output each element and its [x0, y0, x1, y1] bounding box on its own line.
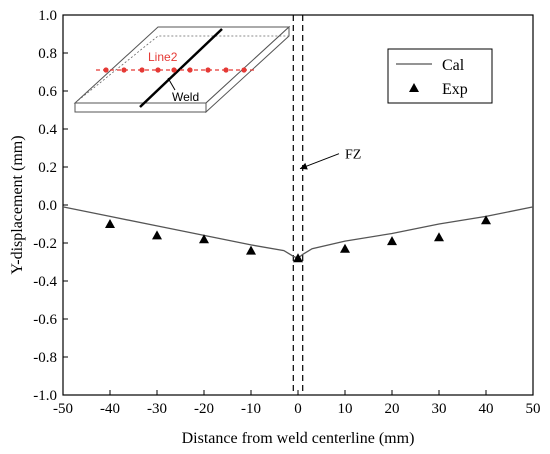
inset-line2-point — [187, 67, 193, 73]
x-tick-label: -10 — [241, 401, 261, 417]
inset-weld-label: Weld — [172, 90, 199, 104]
inset-line2-point — [121, 67, 127, 73]
legend-box — [387, 48, 493, 104]
y-tick-label: 0.6 — [38, 84, 57, 100]
annotation-fz-arrowhead — [300, 162, 308, 170]
x-tick-label: 10 — [338, 401, 353, 417]
annotation-fz-label: FZ — [345, 148, 361, 163]
series-cal — [62, 206, 534, 259]
legend-cal-label: Cal — [442, 57, 465, 74]
exp-point — [481, 215, 491, 225]
inset-line2-point — [241, 67, 247, 73]
y-tick-label: -0.2 — [33, 236, 57, 252]
x-axis-ticks: -50 -40 -30 -20 -10 0 10 20 30 40 50 — [53, 390, 541, 417]
x-tick-label: -20 — [194, 401, 214, 417]
inset-line2-point — [103, 67, 109, 73]
y-axis-ticks: -1.0 -0.8 -0.6 -0.4 -0.2 0.0 0.2 0.4 0.6 0.8 1.0 — [33, 8, 68, 404]
x-axis-title: Distance from weld centerline (mm) — [182, 430, 415, 447]
legend-exp-label: Exp — [442, 81, 468, 98]
inset-schematic: Line2 Weld — [73, 25, 291, 114]
x-tick-label: -30 — [147, 401, 167, 417]
legend: Cal Exp — [387, 48, 493, 104]
inset-line2-point — [223, 67, 229, 73]
fusion-zone-lines — [292, 15, 304, 395]
inset-weld-line — [139, 28, 223, 108]
x-tick-label: 30 — [432, 401, 447, 417]
exp-point — [387, 236, 397, 246]
y-tick-label: 1.0 — [38, 8, 57, 24]
inset-line2-label: Line2 — [148, 50, 178, 64]
series-exp — [105, 215, 491, 263]
inset-line2-point — [171, 67, 177, 73]
y-tick-label: 0.0 — [38, 198, 57, 214]
y-tick-label: 0.8 — [38, 46, 57, 62]
inset-weld-leader — [167, 77, 176, 91]
exp-point — [293, 253, 303, 263]
x-tick-label: 20 — [385, 401, 400, 417]
y-tick-label: -0.4 — [33, 274, 57, 290]
exp-point — [152, 230, 162, 240]
y-axis-title: Y-displacement (mm) — [9, 135, 26, 274]
exp-point — [246, 245, 256, 255]
y-tick-label: -0.8 — [33, 350, 57, 366]
exp-point — [199, 234, 209, 244]
exp-point — [105, 219, 115, 228]
y-tick-label: -0.6 — [33, 312, 57, 328]
exp-point — [340, 243, 350, 253]
y-tick-label: 0.2 — [38, 160, 57, 176]
annotations: FZ — [299, 148, 361, 170]
legend-exp-marker — [409, 83, 419, 92]
x-tick-label: 50 — [526, 401, 541, 417]
inset-line2-point — [155, 67, 161, 73]
inset-line2-point — [205, 67, 211, 73]
y-tick-label: -1.0 — [33, 388, 57, 404]
inset-line2-points — [103, 67, 247, 73]
x-tick-label: 40 — [479, 401, 494, 417]
inset-line2-point — [139, 67, 145, 73]
x-tick-label: -50 — [53, 401, 73, 417]
x-tick-label: 0 — [294, 401, 302, 417]
series-cal-line — [62, 206, 534, 259]
y-tick-label: 0.4 — [38, 122, 57, 138]
exp-point — [434, 232, 444, 242]
x-tick-label: -40 — [100, 401, 120, 417]
